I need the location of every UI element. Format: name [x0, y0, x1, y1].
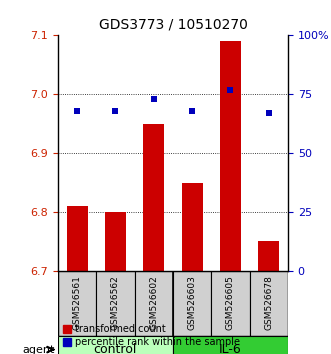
Bar [220, 41, 241, 271]
Bar [182, 183, 203, 271]
Bar [143, 124, 164, 271]
Point [74, 108, 80, 114]
Bar [135, 271, 173, 336]
Text: GSM526603: GSM526603 [188, 275, 197, 330]
Bar [211, 271, 250, 336]
Bar [173, 336, 288, 354]
Bar [96, 271, 135, 336]
Text: GSM526602: GSM526602 [149, 275, 158, 330]
Bar [67, 206, 88, 271]
Text: agent: agent [22, 344, 55, 354]
Text: GSM526561: GSM526561 [72, 275, 82, 330]
Text: GSM526562: GSM526562 [111, 275, 120, 330]
Point [113, 108, 118, 114]
Text: GSM526605: GSM526605 [226, 275, 235, 330]
Bar [250, 271, 288, 336]
Point [151, 96, 157, 102]
Bar [58, 336, 173, 354]
Bar [58, 271, 96, 336]
Bar [258, 241, 279, 271]
Bar [105, 212, 126, 271]
Text: control: control [94, 343, 137, 354]
Point [266, 110, 271, 116]
Text: IL-6: IL-6 [219, 343, 242, 354]
Point [189, 108, 195, 114]
Title: GDS3773 / 10510270: GDS3773 / 10510270 [99, 17, 247, 32]
Point [228, 87, 233, 92]
Text: GSM526678: GSM526678 [264, 275, 273, 330]
Bar [173, 271, 211, 336]
Legend: transformed count, percentile rank within the sample: transformed count, percentile rank withi… [63, 325, 240, 347]
